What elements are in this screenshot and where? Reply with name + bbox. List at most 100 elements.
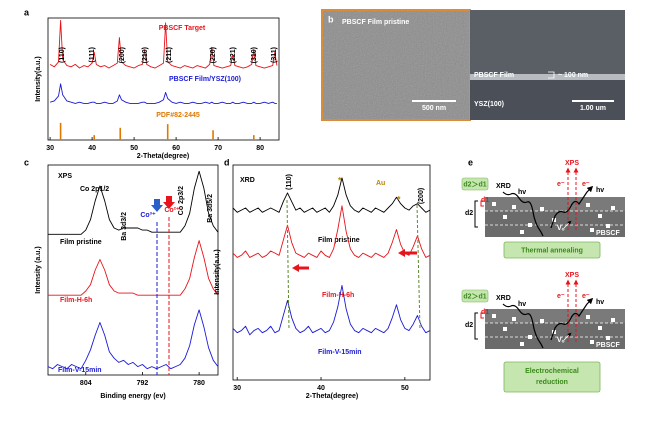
plot-frame xyxy=(47,164,219,376)
x-axis-label: Binding energy (ev) xyxy=(100,393,165,400)
xray-path xyxy=(550,185,594,229)
vacancy xyxy=(492,314,496,318)
xray-path xyxy=(550,297,594,341)
annotation: * xyxy=(338,175,342,185)
bracket xyxy=(480,200,484,207)
process-label: reduction xyxy=(536,379,568,386)
hv-label: hv xyxy=(596,187,604,194)
annotation: Ba 3d5/2 xyxy=(207,194,214,223)
vacancy xyxy=(590,228,594,232)
scale-label: 1.00 um xyxy=(580,105,606,112)
xps-label: XPS xyxy=(565,272,579,279)
x-tick-label: 50 xyxy=(130,145,138,152)
vo-arrow xyxy=(563,220,572,229)
series-label: PDF#82-2445 xyxy=(156,112,200,119)
schematic: d2＞d1 d2 d1 XRD XPS hv e⁻ e⁻ hv Vₒ PBSCF Electroche… xyxy=(461,272,625,393)
bracket xyxy=(474,200,478,228)
compare-label: d2＞d1 xyxy=(463,180,486,188)
x-tick-label: 50 xyxy=(401,385,409,392)
vacancy xyxy=(540,207,544,211)
x-tick-label: 40 xyxy=(88,145,96,152)
shift-arrow xyxy=(292,264,309,272)
annotation: Ba 3d3/2 xyxy=(121,212,128,241)
film-top xyxy=(485,197,625,211)
spectrum-line xyxy=(47,309,219,370)
vacancy xyxy=(598,326,602,330)
xray-path xyxy=(502,191,544,237)
y-axis-label: Intensity(a.u.) xyxy=(214,249,221,295)
panel-letter: e xyxy=(468,157,473,167)
panel-letter: c xyxy=(24,157,29,167)
annotation: (111) xyxy=(89,47,96,63)
annotation: Au xyxy=(376,180,385,187)
x-tick-label: 80 xyxy=(256,145,264,152)
compare-box xyxy=(461,289,489,303)
plot-frame xyxy=(232,164,431,381)
image-title: PBSCF Film pristine xyxy=(342,19,409,26)
substrate-label: YSZ(100) xyxy=(474,101,504,108)
panel-b: b PBSCF Film pristine 500 nm PBSCF Film … xyxy=(321,9,625,121)
panel-letter: d xyxy=(224,157,230,167)
vacancy xyxy=(586,315,590,319)
x-tick-label: 30 xyxy=(46,145,54,152)
d2-label: d2 xyxy=(465,322,473,329)
x-tick-label: 30 xyxy=(233,385,241,392)
series-label: Film-V-15min xyxy=(318,349,362,356)
annotation: Co²⁺ xyxy=(164,207,180,214)
vacancy xyxy=(492,202,496,206)
series-label: Film-V-15min xyxy=(58,367,102,374)
hv-label: hv xyxy=(518,189,526,196)
x-tick-label: 70 xyxy=(214,145,222,152)
spectrum-line xyxy=(232,177,431,213)
vacancy xyxy=(611,206,615,210)
vo-label: Vₒ xyxy=(557,225,565,232)
scale-label: 500 nm xyxy=(422,105,446,112)
process-box xyxy=(503,241,601,259)
compare-label: d2＞d1 xyxy=(463,292,486,300)
vacancy xyxy=(512,317,516,321)
annotation: (210) xyxy=(142,47,149,63)
sem-top xyxy=(470,10,625,74)
thickness-label: ~ 100 nm xyxy=(558,72,588,79)
vacancy xyxy=(520,230,524,234)
d1-label: d1 xyxy=(481,197,489,204)
spectrum-line xyxy=(49,83,277,104)
compare-box xyxy=(461,177,489,191)
annotation: (200) xyxy=(418,188,425,204)
x-tick-label: 40 xyxy=(317,385,325,392)
vacancy xyxy=(598,214,602,218)
spectrum-line xyxy=(48,240,219,296)
process-label: Electrochemical xyxy=(525,368,579,375)
series-label: PBSCF Target xyxy=(159,25,206,32)
annotation: Co³⁺ xyxy=(140,212,156,219)
panel-letter: b xyxy=(328,14,334,24)
bracket xyxy=(480,312,484,319)
vacancy xyxy=(512,205,516,209)
d1-label: d1 xyxy=(481,309,489,316)
vacancy xyxy=(586,203,590,207)
annotation: XPS xyxy=(58,173,72,180)
vacancy xyxy=(611,318,615,322)
vacancy xyxy=(606,224,610,228)
vacancy xyxy=(590,340,594,344)
spectrum-line xyxy=(49,19,278,69)
annotation: XRD xyxy=(240,177,255,184)
e-label: e⁻ xyxy=(582,181,590,188)
x-tick-label: 792 xyxy=(137,380,149,387)
vo-label: Vₒ xyxy=(557,337,565,344)
material-label: PBSCF xyxy=(596,230,620,237)
vacancy xyxy=(503,327,507,331)
sem-texture xyxy=(323,11,469,119)
x-tick-label: 780 xyxy=(193,380,205,387)
d2-label: d2 xyxy=(465,210,473,217)
x-tick-label: 804 xyxy=(80,380,92,387)
annotation: (110) xyxy=(59,47,66,63)
vo-arrow xyxy=(563,332,572,341)
annotation: (220) xyxy=(210,47,217,63)
hv-label: hv xyxy=(518,301,526,308)
annotation: Co 2p1/2 xyxy=(80,186,109,193)
xrd-label: XRD xyxy=(496,295,511,302)
process-label: Thermal annealing xyxy=(521,247,583,254)
series-label: PBSCF Film/YSZ(100) xyxy=(169,76,241,83)
